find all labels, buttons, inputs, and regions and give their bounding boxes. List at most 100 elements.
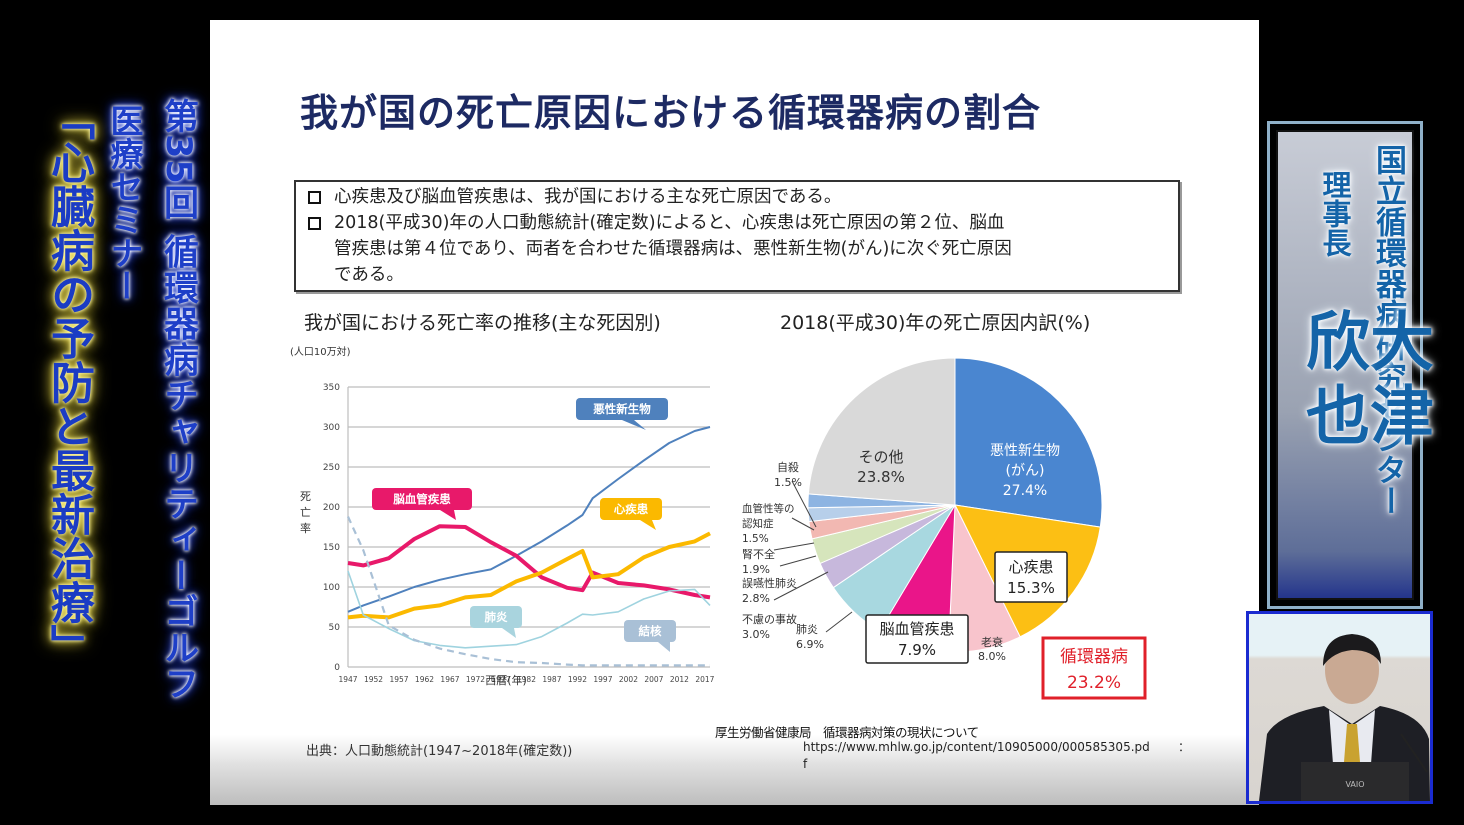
series-line [346, 516, 710, 667]
speaker-video-frame: VAIO [1259, 634, 1430, 801]
x-tick-label: 1972 [466, 675, 485, 684]
y-tick-label: 200 [323, 503, 340, 513]
x-tick-label: 1977 [491, 675, 510, 684]
pie-label-box [865, 614, 969, 664]
callout-tail [640, 520, 656, 530]
reference-url-continued[interactable]: f [803, 757, 808, 771]
pie-label-heart-disease: 心疾患 15.3% [1007, 558, 1055, 597]
line-chart-title: 我が国における死亡率の推移(主な死因別) [304, 312, 661, 334]
x-tick-label: 1987 [542, 675, 561, 684]
bullet-item: 2018(平成30)年の人口動態統計(確定数)によると、心疾患は死亡原因の第２位… [296, 210, 1178, 236]
source-citation: 出典：人口動態統計(1947~2018年(確定数)) [306, 744, 573, 759]
leader-line [791, 480, 817, 528]
banner-event-title: 第35回 循環器病チャリティーゴルフ [158, 98, 198, 702]
bullet-item: 心疾患及び脳血管疾患は、我が国における主な死亡原因である。 [296, 184, 1178, 210]
y-unit-label: (人口10万対) [290, 345, 351, 358]
callout-tail [440, 510, 456, 520]
callout-box [470, 606, 522, 628]
x-tick-label: 1997 [593, 675, 612, 684]
pie-label-cancer: 悪性新生物(がん) 27.4% [990, 443, 1060, 499]
y-tick-label: 50 [329, 623, 341, 633]
callout-box [576, 398, 668, 420]
callout-tail [622, 420, 646, 430]
leader-line [779, 555, 817, 567]
x-tick-label: 1947 [338, 675, 357, 684]
bullet-continuation: 管疾患は第４位であり、両者を合わせた循環器病は、悪性新生物(がん)に次ぐ死亡原因 [334, 239, 1012, 259]
series-line [347, 426, 711, 613]
pie-chart: 悪性新生物(がん) 27.4% その他 23.8% 心疾患 15.3% 脳血管疾患 7.9% 老… [742, 357, 1147, 700]
series-line [347, 524, 711, 600]
callout-box [624, 620, 676, 642]
reference-title: 厚生労働省健康局 循環器病対策の現状について [715, 725, 979, 740]
y-tick-label: 100 [323, 583, 340, 593]
callout-tail [502, 628, 516, 638]
bullet-box: 心疾患及び脳血管疾患は、我が国における主な死亡原因である。 2018(平成30)… [294, 180, 1180, 292]
laptop-logo: VAIO [1345, 780, 1364, 789]
square-bullet-icon [308, 191, 321, 204]
leader-line [773, 542, 815, 551]
callout-tail [658, 642, 670, 652]
y-tick-label: 350 [323, 383, 340, 393]
bullet-text: 心疾患及び脳血管疾患は、我が国における主な死亡原因である。 [334, 187, 842, 207]
y-axis-label: 死亡率 [300, 490, 311, 535]
callout-box [600, 498, 662, 520]
slide-title: 我が国の死亡原因における循環器病の割合 [300, 91, 1042, 135]
speaker-tie [1344, 724, 1360, 762]
cardiovascular-callout-box [1041, 636, 1147, 700]
x-tick-label: 2007 [644, 675, 663, 684]
bullet-continuation: である。 [334, 265, 404, 285]
series-annotation: 結核 [639, 624, 662, 638]
x-tick-label: 1962 [415, 675, 434, 684]
series-annotation: 心疾患 [614, 502, 649, 516]
series-line [347, 531, 711, 620]
x-axis-label: 西暦(年) [485, 673, 527, 687]
pie-slice [807, 357, 956, 506]
leader-line [773, 571, 829, 601]
x-tick-label: 1957 [389, 675, 408, 684]
leader-line [825, 611, 853, 633]
speaker-video: VAIO [1246, 611, 1433, 804]
speaker-name: 大津 欣也 [1295, 308, 1433, 530]
series-annotation: 悪性新生物 [593, 402, 651, 416]
pie-label-accident: 不慮の事故 3.0% [742, 612, 797, 641]
banner-seminar-theme: 「心臓病の予防と最新治療」 [43, 96, 94, 668]
cardiovascular-callout-text: 循環器病 23.2% [1060, 647, 1128, 693]
pie-slice [954, 357, 1103, 528]
x-tick-label: 2017 [695, 675, 714, 684]
reference-trailing-mark: ： [1178, 740, 1191, 754]
series-annotation: 肺炎 [485, 610, 508, 624]
series-annotation: 脳血管疾患 [393, 492, 451, 506]
y-tick-label: 300 [323, 423, 340, 433]
reference-url[interactable]: https://www.mhlw.go.jp/content/10905000/… [803, 740, 1150, 754]
pie-label-suicide: 自殺 1.5% [774, 460, 802, 489]
pie-label-pneumonia: 肺炎 6.9% [796, 623, 824, 651]
presentation-slide: 我が国の死亡原因における循環器病の割合 心疾患及び脳血管疾患は、我が国における主… [210, 20, 1259, 805]
x-tick-label: 1952 [364, 675, 383, 684]
speaker-organization: 国立循環器病研究センター [1370, 144, 1406, 516]
pie-label-other: その他 23.8% [857, 448, 905, 486]
speaker-role: 理事長 [1318, 170, 1352, 257]
speaker-name-panel: 国立循環器病研究センター 理事長 大津 欣也 [1267, 121, 1433, 609]
speaker-name-plate: 国立循環器病研究センター 理事長 大津 欣也 [1276, 130, 1433, 600]
pie-label-senility: 老衰 8.0% [978, 635, 1006, 663]
callout-box [372, 488, 472, 510]
pie-label-dementia: 血管性等の認知症 1.5% [742, 502, 795, 545]
bullet-text: 2018(平成30)年の人口動態統計(確定数)によると、心疾患は死亡原因の第２位… [334, 213, 1005, 233]
pie-label-box [994, 551, 1068, 603]
y-tick-label: 250 [323, 463, 340, 473]
x-tick-label: 1992 [568, 675, 587, 684]
laptop [1301, 762, 1409, 801]
pie-chart-title: 2018(平成30)年の死亡原因内訳(%) [780, 312, 1091, 334]
line-chart: (人口10万対) 0 50 100 150 200 250 300 350 1947 1952 1… [290, 345, 715, 687]
y-tick-label: 0 [334, 663, 340, 673]
square-bullet-icon [308, 217, 321, 230]
leader-line [791, 517, 815, 531]
pie-label-cerebrovascular: 脳血管疾患 7.9% [879, 620, 954, 659]
microphone [1400, 733, 1428, 773]
speaker-hair [1323, 634, 1381, 666]
banner-seminar-label: 医療セミナー [105, 104, 144, 302]
series-line [347, 570, 711, 649]
pie-label-kidney-failure: 腎不全 1.9% [742, 547, 775, 576]
pie-label-aspiration-pneumonia: 誤嚥性肺炎 2.8% [742, 576, 797, 605]
x-tick-label: 1982 [517, 675, 536, 684]
